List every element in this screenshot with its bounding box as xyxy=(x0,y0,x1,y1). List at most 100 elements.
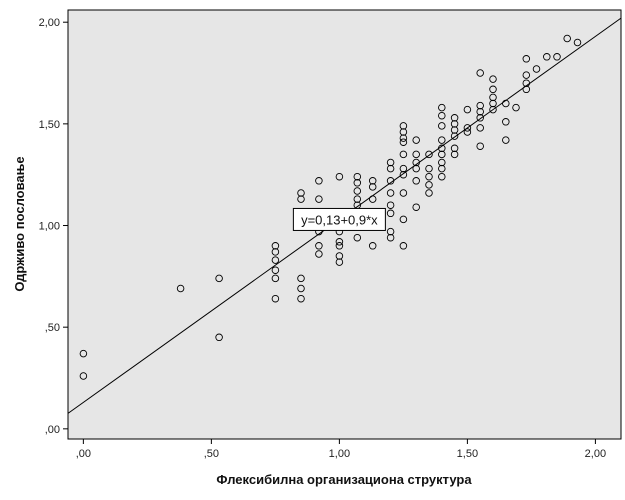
data-point xyxy=(399,215,408,224)
data-point xyxy=(297,274,305,283)
data-point xyxy=(532,65,541,73)
data-point xyxy=(438,103,446,112)
data-point xyxy=(386,189,395,197)
data-point xyxy=(353,233,362,242)
data-point xyxy=(463,105,472,114)
data-point xyxy=(553,53,561,61)
x-tick-label: ,00 xyxy=(76,448,91,460)
data-point xyxy=(399,150,408,159)
data-point xyxy=(315,177,323,185)
data-point xyxy=(489,99,497,108)
data-point xyxy=(450,126,459,134)
data-point xyxy=(438,172,446,181)
data-point xyxy=(297,294,305,303)
data-point xyxy=(425,172,433,181)
data-point xyxy=(438,111,446,120)
data-point xyxy=(489,75,497,83)
data-point xyxy=(412,136,420,144)
data-point xyxy=(476,69,484,77)
data-point xyxy=(522,79,531,87)
y-tick-label: 1,00 xyxy=(39,221,60,233)
data-point xyxy=(563,34,571,43)
data-point xyxy=(489,85,497,94)
data-point xyxy=(335,172,344,181)
data-point xyxy=(399,189,408,197)
data-point xyxy=(353,172,362,181)
data-point xyxy=(450,114,459,122)
data-point xyxy=(386,158,395,167)
data-point xyxy=(476,114,484,122)
data-point xyxy=(476,107,484,116)
data-point xyxy=(543,53,551,61)
y-tick-label: 1,50 xyxy=(39,119,60,131)
data-point xyxy=(271,266,280,274)
data-point xyxy=(215,333,223,342)
data-point xyxy=(573,38,582,47)
data-point xyxy=(368,183,377,191)
x-tick-label: 2,00 xyxy=(585,448,606,460)
data-point xyxy=(399,242,408,250)
data-point xyxy=(412,177,420,185)
data-point xyxy=(412,164,420,173)
data-point xyxy=(450,120,459,128)
data-point xyxy=(412,158,420,167)
data-point xyxy=(450,144,459,153)
data-point xyxy=(450,150,459,159)
data-point xyxy=(79,372,88,380)
data-point xyxy=(489,93,497,102)
y-axis-title: Одрживо пословање xyxy=(12,156,27,291)
data-point xyxy=(502,118,510,126)
data-point xyxy=(386,233,395,242)
data-point xyxy=(412,203,420,211)
data-point xyxy=(368,177,377,185)
data-point xyxy=(522,85,531,94)
data-point xyxy=(502,99,510,108)
data-point xyxy=(315,242,323,250)
data-point xyxy=(450,132,459,140)
data-point xyxy=(463,128,472,136)
data-point xyxy=(399,134,408,142)
fit-label-layer: y=0,13+0,9*x xyxy=(292,207,386,231)
data-point xyxy=(368,242,377,250)
data-point xyxy=(522,55,531,63)
data-point xyxy=(425,150,433,159)
data-point xyxy=(425,181,433,189)
data-point xyxy=(438,122,446,130)
data-point xyxy=(386,201,395,209)
x-tick-label: ,50 xyxy=(204,448,219,460)
data-point xyxy=(297,195,305,203)
y-tick-label: 2,00 xyxy=(39,17,60,29)
data-point xyxy=(297,189,305,197)
data-point xyxy=(271,242,280,250)
data-point xyxy=(438,158,446,167)
data-point xyxy=(476,142,484,150)
data-point xyxy=(489,105,497,114)
data-point xyxy=(271,274,280,283)
y-tick-label: ,50 xyxy=(45,322,60,334)
y-tick-label: ,00 xyxy=(45,424,60,436)
data-point xyxy=(476,124,484,132)
data-point xyxy=(512,103,520,112)
data-point xyxy=(399,164,408,173)
fit-label-box xyxy=(292,207,386,231)
data-points xyxy=(79,34,582,380)
data-point xyxy=(463,124,472,132)
data-point xyxy=(271,256,280,264)
data-point xyxy=(476,101,484,110)
x-tick-label: 1,00 xyxy=(329,448,350,460)
data-point xyxy=(335,238,344,246)
data-point xyxy=(386,164,395,173)
data-point xyxy=(215,274,223,283)
data-point xyxy=(399,138,408,146)
data-point xyxy=(297,284,305,293)
data-point xyxy=(399,128,408,136)
data-point xyxy=(438,150,446,159)
data-point xyxy=(335,252,344,260)
data-point xyxy=(315,250,323,258)
x-tick-label: 1,50 xyxy=(457,448,478,460)
data-point xyxy=(399,122,408,130)
data-point xyxy=(353,187,362,195)
data-point xyxy=(438,136,446,144)
data-point xyxy=(399,170,408,179)
